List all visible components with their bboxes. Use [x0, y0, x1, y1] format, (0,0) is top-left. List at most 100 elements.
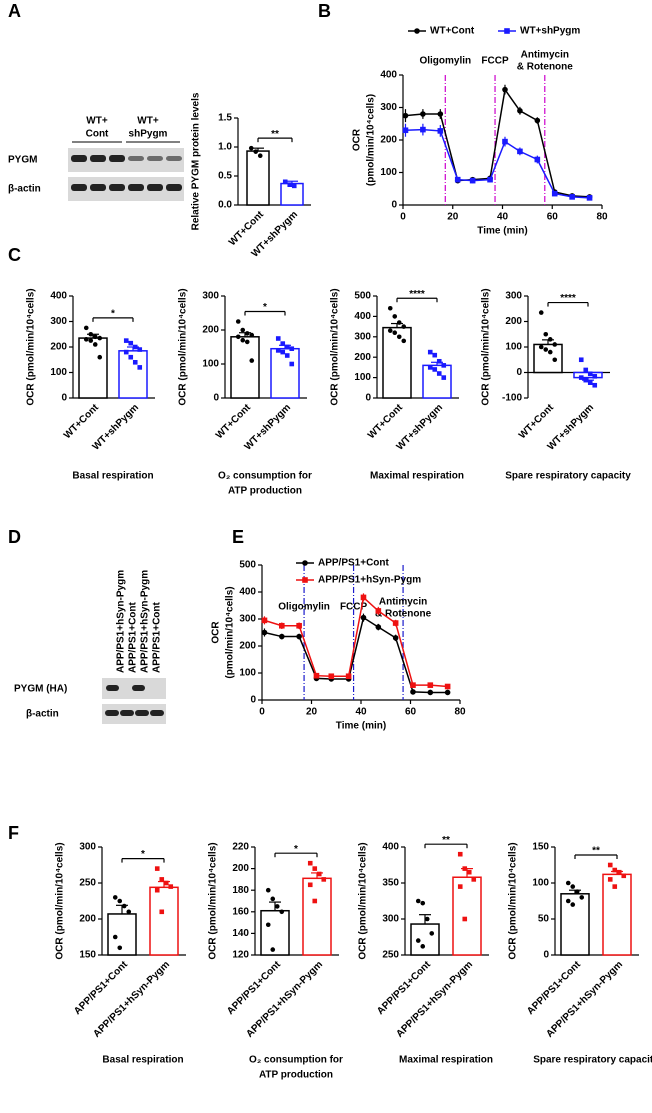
- data-point: [570, 884, 576, 889]
- marker: [534, 117, 541, 124]
- data-point: [280, 349, 286, 355]
- marker: [569, 194, 575, 200]
- data-point: [462, 916, 468, 922]
- data-point: [570, 902, 576, 907]
- data-point: [97, 335, 103, 341]
- data-point: [163, 880, 169, 886]
- y-tick-label: 100: [354, 372, 371, 383]
- data-point: [387, 305, 393, 311]
- data-point: [547, 349, 553, 355]
- data-point: [583, 367, 589, 373]
- y-tick-label: 150: [532, 842, 549, 853]
- marker: [313, 672, 320, 679]
- data-point: [270, 896, 276, 902]
- series-line: [264, 616, 448, 694]
- data-point: [274, 904, 280, 909]
- data-point: [280, 341, 286, 346]
- significance-label: ****: [560, 293, 576, 304]
- annotation: Oligomylin: [278, 602, 330, 613]
- blot-column-label: WT+: [137, 116, 159, 127]
- data-point: [312, 866, 318, 871]
- y-tick-label: 100: [532, 878, 549, 889]
- marker: [392, 635, 399, 641]
- annotation: FCCP: [481, 56, 509, 67]
- marker: [375, 608, 382, 614]
- marker: [279, 622, 285, 629]
- data-point: [244, 331, 250, 336]
- y-axis-label: OCR (pmol/min/10⁴cells): [178, 288, 189, 405]
- data-point: [457, 851, 463, 857]
- data-point: [270, 947, 276, 952]
- marker: [420, 126, 426, 133]
- data-point: [396, 320, 402, 325]
- marker: [328, 673, 335, 680]
- y-tick-label: 400: [354, 311, 371, 322]
- marker: [360, 594, 367, 601]
- y-axis-label: OCR (pmol/min/10⁴cells): [358, 842, 369, 959]
- data-point: [112, 895, 118, 900]
- data-point: [253, 149, 259, 154]
- data-point: [441, 363, 447, 368]
- x-axis-label: Spare respiratory capacity: [505, 471, 631, 482]
- y-tick-label: 1.5: [218, 113, 232, 124]
- data-point: [401, 324, 407, 329]
- marker: [534, 156, 541, 163]
- bar: [452, 876, 482, 956]
- annotation: Antimycin: [521, 50, 569, 61]
- data-point: [429, 931, 435, 936]
- data-point: [117, 898, 123, 904]
- y-tick-label: 250: [382, 950, 399, 961]
- data-point: [88, 338, 94, 343]
- marker: [444, 683, 451, 690]
- marker: [427, 689, 434, 696]
- x-tick-label: 20: [306, 707, 318, 718]
- marker: [375, 624, 382, 630]
- legend-marker: [414, 28, 420, 34]
- y-tick-label: 300: [79, 842, 96, 853]
- data-point: [466, 869, 472, 875]
- data-point: [578, 357, 584, 363]
- bar: [560, 893, 590, 956]
- data-point: [543, 331, 549, 337]
- marker: [261, 617, 268, 624]
- annotation: & Rotenone: [375, 609, 432, 620]
- y-tick-label: 0: [365, 393, 371, 404]
- y-tick-label: 200: [232, 863, 249, 874]
- y-axis-label: OCR (pmol/min/10⁴cells): [481, 288, 492, 405]
- y-tick-label: 400: [239, 587, 256, 598]
- x-tick-label: 40: [497, 212, 509, 223]
- data-point: [83, 337, 89, 342]
- data-point: [126, 909, 132, 915]
- x-axis-label: ATP production: [228, 486, 302, 497]
- bar: [246, 150, 270, 206]
- marker: [402, 127, 409, 134]
- bar: [382, 326, 412, 399]
- data-point: [123, 349, 129, 355]
- y-tick-label: 300: [239, 614, 256, 625]
- y-tick-label: 300: [382, 914, 399, 925]
- marker: [487, 176, 493, 183]
- data-point: [289, 346, 295, 351]
- data-point: [123, 338, 129, 343]
- y-tick-label: 0: [213, 393, 219, 404]
- significance-label: **: [271, 129, 279, 140]
- panel-label: C: [8, 245, 21, 265]
- y-axis-label: OCR: [211, 621, 222, 644]
- data-point: [287, 182, 293, 187]
- significance-label: ****: [409, 289, 425, 300]
- x-tick-label: WT+Cont: [366, 402, 405, 441]
- x-axis-label: Basal respiration: [72, 471, 153, 482]
- data-point: [240, 327, 246, 333]
- data-point: [244, 339, 250, 345]
- data-point: [432, 352, 438, 358]
- y-tick-label: 200: [239, 641, 256, 652]
- data-point: [128, 354, 134, 360]
- y-tick-label: 0.0: [218, 200, 232, 211]
- x-tick-label: 40: [355, 707, 367, 718]
- y-tick-label: 200: [380, 135, 397, 146]
- marker: [360, 614, 367, 621]
- blot-row-label: PYGM (HA): [14, 684, 67, 695]
- x-tick-label: WT+Cont: [62, 402, 101, 441]
- data-point: [592, 382, 598, 388]
